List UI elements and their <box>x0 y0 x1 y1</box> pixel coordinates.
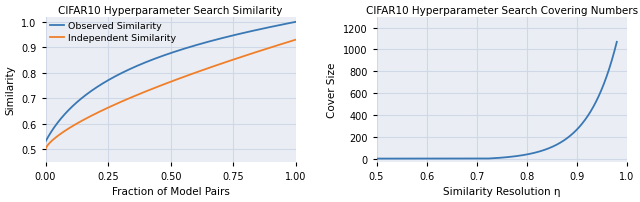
Y-axis label: Cover Size: Cover Size <box>327 62 337 117</box>
Title: CIFAR10 Hyperparameter Search Similarity: CIFAR10 Hyperparameter Search Similarity <box>58 5 283 16</box>
X-axis label: Fraction of Model Pairs: Fraction of Model Pairs <box>112 186 230 197</box>
Title: CIFAR10 Hyperparameter Search Covering Numbers: CIFAR10 Hyperparameter Search Covering N… <box>365 5 637 16</box>
Y-axis label: Similarity: Similarity <box>6 65 15 115</box>
Legend: Observed Similarity, Independent Similarity: Observed Similarity, Independent Similar… <box>49 20 178 44</box>
X-axis label: Similarity Resolution η: Similarity Resolution η <box>443 186 561 197</box>
